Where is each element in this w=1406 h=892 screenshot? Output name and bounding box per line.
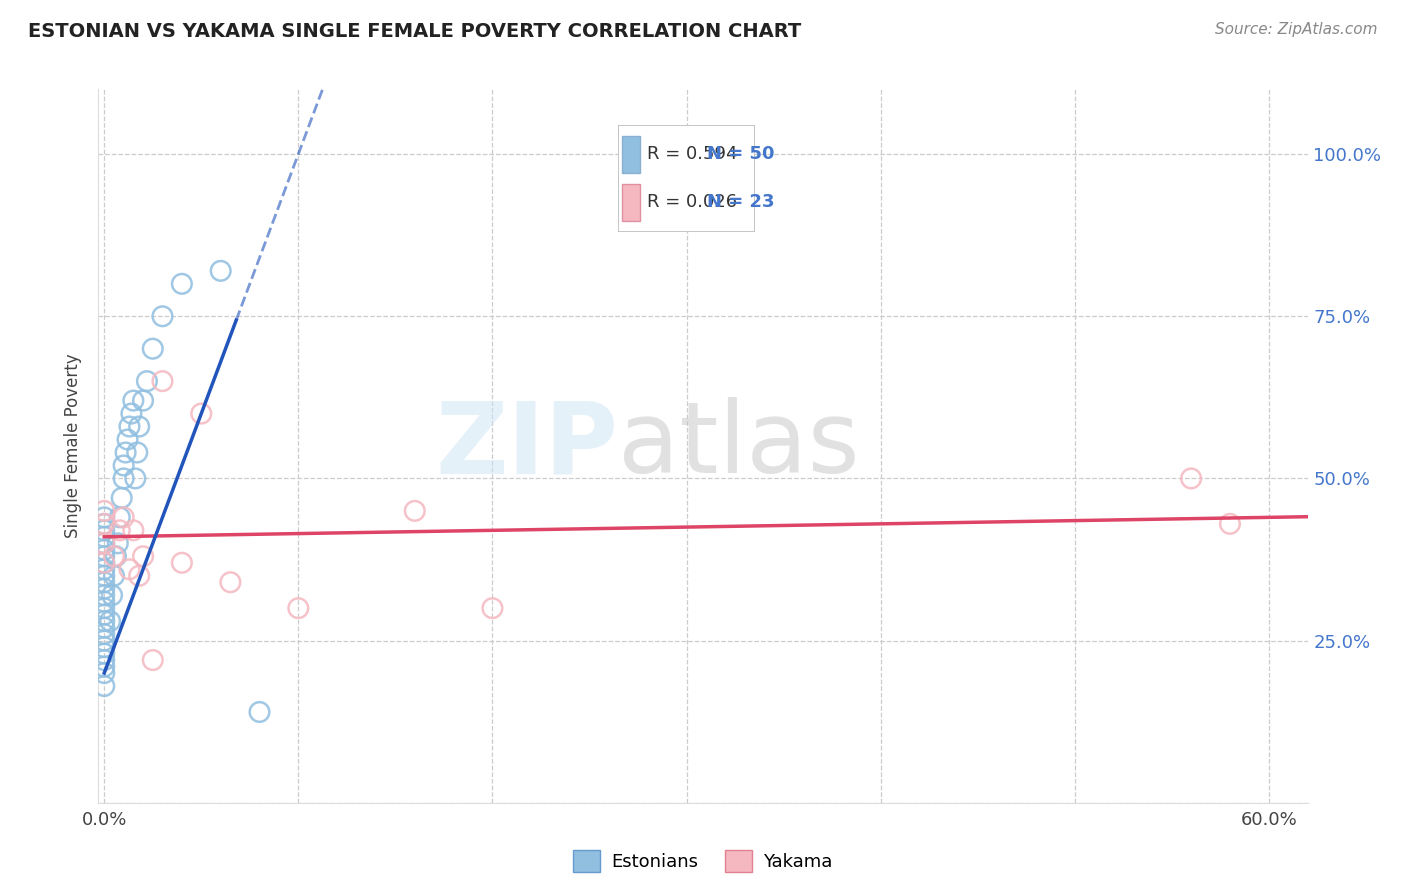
- Point: [93, 647, 115, 661]
- Point: [93, 510, 115, 524]
- Point: [93, 536, 115, 550]
- Point: [124, 471, 146, 485]
- Point: [118, 562, 141, 576]
- Point: [112, 510, 135, 524]
- Point: [93, 542, 115, 557]
- Point: [103, 568, 125, 582]
- Point: [93, 556, 115, 570]
- Point: [93, 601, 115, 615]
- Point: [93, 568, 115, 582]
- Point: [93, 659, 115, 673]
- Point: [117, 433, 139, 447]
- Text: atlas: atlas: [619, 398, 860, 494]
- Point: [127, 445, 149, 459]
- Point: [93, 562, 115, 576]
- Text: N = 23: N = 23: [707, 194, 775, 211]
- Point: [107, 536, 129, 550]
- Point: [1180, 471, 1202, 485]
- Point: [170, 556, 193, 570]
- Text: ZIP: ZIP: [436, 398, 619, 494]
- Point: [93, 614, 115, 628]
- Text: Source: ZipAtlas.com: Source: ZipAtlas.com: [1215, 22, 1378, 37]
- Point: [93, 549, 115, 564]
- FancyBboxPatch shape: [619, 125, 755, 232]
- FancyBboxPatch shape: [623, 136, 640, 173]
- Legend: Estonians, Yakama: Estonians, Yakama: [567, 843, 839, 880]
- Text: R = 0.026: R = 0.026: [647, 194, 737, 211]
- Point: [1219, 516, 1241, 531]
- Text: R = 0.594: R = 0.594: [647, 145, 738, 163]
- Point: [93, 575, 115, 590]
- Point: [93, 582, 115, 596]
- Point: [128, 419, 150, 434]
- Point: [93, 595, 115, 609]
- Point: [142, 653, 165, 667]
- Point: [93, 588, 115, 602]
- Point: [93, 556, 115, 570]
- Text: N = 50: N = 50: [707, 145, 775, 163]
- Point: [93, 627, 115, 641]
- Point: [93, 653, 115, 667]
- Point: [101, 588, 124, 602]
- Point: [249, 705, 271, 719]
- Point: [152, 374, 174, 388]
- Point: [132, 393, 155, 408]
- Point: [152, 310, 174, 324]
- Point: [209, 264, 232, 278]
- Point: [93, 524, 115, 538]
- Point: [112, 458, 135, 473]
- Point: [103, 549, 125, 564]
- Point: [108, 510, 131, 524]
- Point: [114, 445, 136, 459]
- FancyBboxPatch shape: [623, 184, 640, 221]
- Text: ESTONIAN VS YAKAMA SINGLE FEMALE POVERTY CORRELATION CHART: ESTONIAN VS YAKAMA SINGLE FEMALE POVERTY…: [28, 22, 801, 41]
- Point: [93, 633, 115, 648]
- Point: [98, 614, 121, 628]
- Point: [118, 419, 141, 434]
- Point: [104, 549, 127, 564]
- Point: [142, 342, 165, 356]
- Point: [93, 536, 115, 550]
- Point: [111, 491, 134, 505]
- Point: [93, 621, 115, 635]
- Point: [93, 679, 115, 693]
- Point: [170, 277, 193, 291]
- Point: [404, 504, 426, 518]
- Point: [120, 407, 142, 421]
- Point: [122, 524, 145, 538]
- Point: [108, 524, 131, 538]
- Point: [136, 374, 159, 388]
- Point: [93, 504, 115, 518]
- Point: [93, 640, 115, 654]
- Point: [93, 530, 115, 544]
- Point: [122, 393, 145, 408]
- Point: [132, 549, 155, 564]
- Point: [93, 607, 115, 622]
- Point: [93, 666, 115, 681]
- Point: [93, 516, 115, 531]
- Point: [93, 516, 115, 531]
- Point: [287, 601, 309, 615]
- Point: [481, 601, 503, 615]
- Point: [128, 568, 150, 582]
- Point: [190, 407, 212, 421]
- Y-axis label: Single Female Poverty: Single Female Poverty: [63, 354, 82, 538]
- Point: [219, 575, 242, 590]
- Point: [112, 471, 135, 485]
